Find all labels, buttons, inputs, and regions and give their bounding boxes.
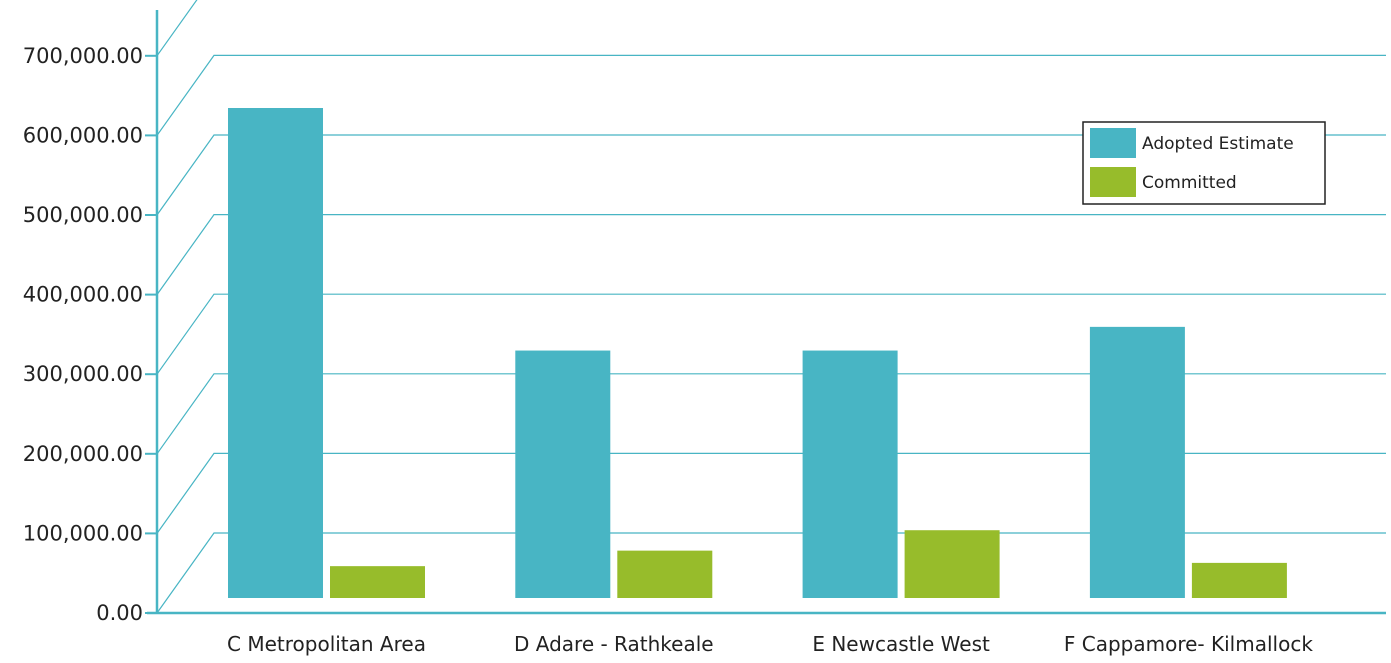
- legend: Adopted Estimate Committed: [1082, 121, 1326, 205]
- legend-swatch-adopted-estimate: [1090, 128, 1136, 158]
- x-category-label: E Newcastle West: [812, 632, 990, 656]
- bar-adopted-estimate: [802, 350, 898, 598]
- x-category-label: C Metropolitan Area: [227, 632, 426, 656]
- y-tick-label: 700,000.00: [23, 44, 143, 68]
- bar-committed: [617, 550, 713, 598]
- gridline: [156, 293, 1386, 375]
- y-axis-ticks: 0.00 100,000.00 200,000.00 300,000.00 400,00…: [23, 44, 157, 625]
- y-tick-label: 200,000.00: [23, 442, 143, 466]
- y-tick-label: 300,000.00: [23, 362, 143, 386]
- bar-committed: [904, 530, 1000, 598]
- x-category-label: D Adare - Rathkeale: [514, 632, 714, 656]
- legend-label-adopted-estimate: Adopted Estimate: [1142, 134, 1294, 154]
- y-tick-label: 400,000.00: [23, 283, 143, 307]
- bars: [228, 108, 1287, 598]
- grid: [156, 0, 1386, 614]
- legend-label-committed: Committed: [1142, 173, 1237, 193]
- bar-committed: [1191, 562, 1287, 598]
- x-axis-labels: C Metropolitan Area D Adare - Rathkeale E …: [227, 632, 1313, 656]
- bar-adopted-estimate: [1089, 326, 1185, 598]
- y-tick-label: 600,000.00: [23, 123, 143, 147]
- axes: [147, 10, 1386, 615]
- bar-adopted-estimate: [515, 350, 611, 598]
- gridline: [156, 214, 1386, 295]
- bar-committed: [330, 566, 425, 598]
- gridline: [156, 0, 198, 57]
- gridline: [156, 54, 1386, 136]
- gridline: [156, 134, 1386, 216]
- bar-adopted-estimate: [228, 108, 323, 598]
- y-tick-label: 100,000.00: [23, 521, 143, 545]
- y-tick-label: 0.00: [96, 601, 143, 625]
- gridline: [156, 452, 1386, 534]
- x-category-label: F Cappamore- Kilmallock: [1064, 632, 1313, 656]
- gridline: [156, 373, 1386, 455]
- y-tick-label: 500,000.00: [23, 203, 143, 227]
- legend-swatch-committed: [1090, 167, 1136, 197]
